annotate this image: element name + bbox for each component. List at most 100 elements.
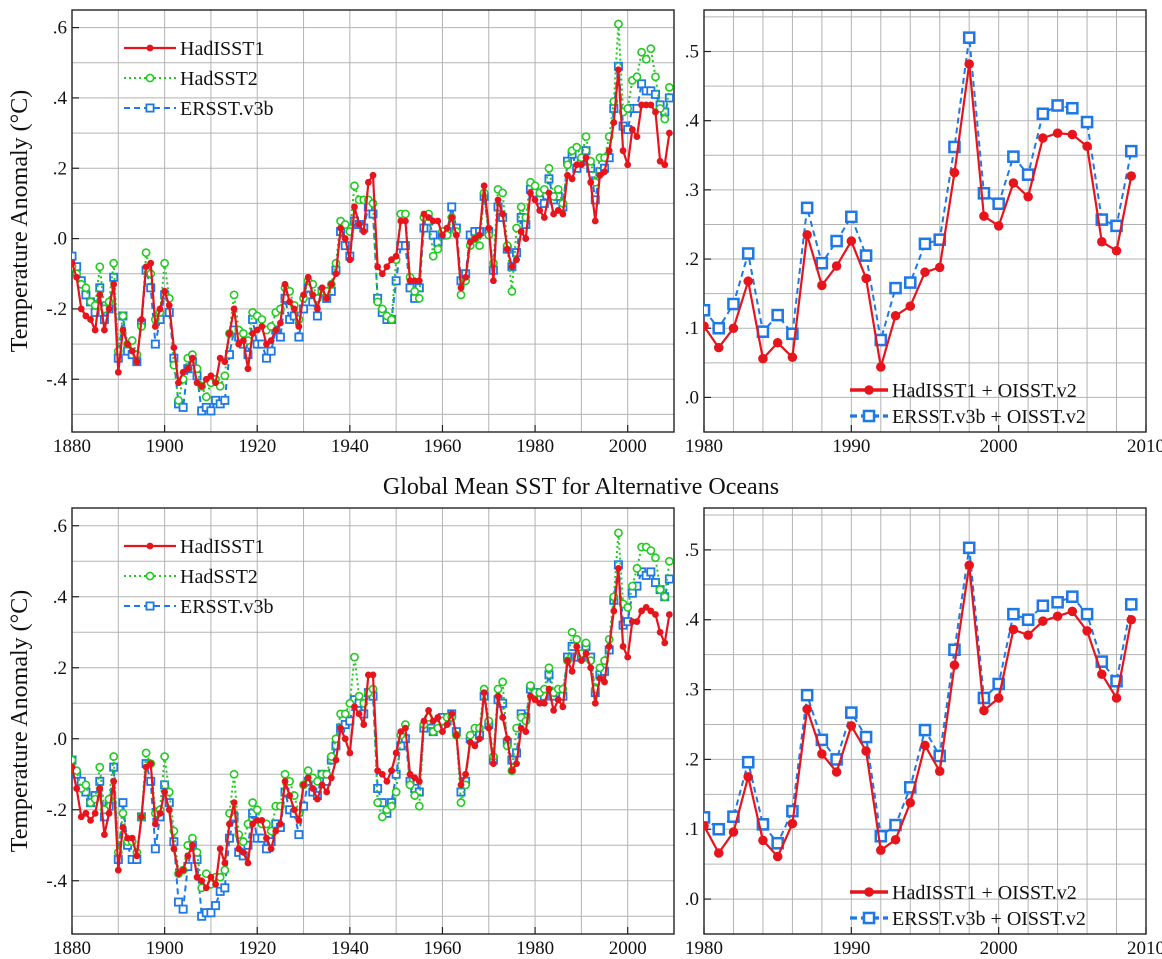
data-point: [198, 382, 206, 390]
data-point: [272, 326, 280, 334]
data-point: [559, 210, 567, 218]
data-point: [831, 261, 842, 271]
data-point: [1008, 624, 1019, 635]
data-point: [493, 684, 503, 694]
data-point: [354, 691, 364, 701]
data-point: [300, 781, 307, 789]
data-point: [286, 792, 294, 799]
data-point: [248, 798, 257, 808]
data-point: [73, 785, 81, 792]
data-point: [178, 402, 188, 412]
data-point: [758, 835, 768, 846]
y-tick-label: .0: [53, 729, 67, 750]
data-point: [392, 252, 400, 260]
data-point: [642, 604, 650, 611]
data-point: [244, 859, 252, 867]
data-point: [652, 611, 659, 618]
data-point: [295, 323, 303, 330]
series-hadisst1: [72, 66, 673, 390]
data-point: [142, 263, 150, 271]
data-point: [81, 780, 91, 790]
data-point: [596, 171, 604, 179]
data-point: [235, 340, 243, 348]
data-point: [133, 852, 141, 860]
data-point: [646, 546, 656, 555]
x-tick-label: 1990: [832, 436, 870, 457]
data-point: [276, 319, 284, 327]
data-point: [647, 607, 655, 615]
data-point: [105, 809, 113, 817]
data-point: [564, 171, 571, 179]
data-point: [110, 280, 118, 288]
data-point: [388, 767, 395, 775]
y-tick-label: .0: [685, 387, 699, 408]
data-point: [859, 730, 873, 744]
data-point: [428, 230, 438, 240]
y-tick-label: .3: [685, 680, 699, 701]
data-point: [318, 781, 326, 789]
data-point: [656, 157, 664, 165]
data-point: [485, 724, 493, 732]
data-point: [846, 236, 857, 246]
data-point: [656, 628, 664, 636]
data-point: [536, 207, 544, 214]
data-point: [1038, 133, 1048, 143]
data-point: [632, 563, 642, 573]
data-point: [704, 321, 709, 331]
data-point: [934, 766, 945, 777]
data-point: [475, 241, 484, 251]
data-point: [480, 182, 488, 190]
data-point: [202, 375, 210, 383]
data-point: [1052, 128, 1063, 138]
data-point: [846, 721, 857, 731]
data-point: [786, 804, 799, 818]
data-point: [619, 643, 627, 650]
legend: HadISST1 + OISST.v2 ERSST.v3b + OISST.v2: [850, 882, 1086, 930]
data-point: [77, 305, 85, 313]
data-point: [286, 298, 294, 306]
data-point: [397, 728, 405, 736]
data-point: [845, 210, 858, 224]
legend-marker: [864, 887, 874, 897]
data-point: [174, 897, 184, 907]
data-point: [933, 749, 947, 763]
data-point: [567, 627, 577, 637]
data-point: [95, 776, 105, 786]
data-point: [605, 147, 613, 155]
legend-label: HadISST1 + OISST.v2: [892, 380, 1077, 402]
data-point: [238, 837, 248, 847]
panel-bottom-left-hadisst-hadsst-ersst: -.4 -.2 .0 .2 .4 .6 1880 1900 1920 1940 1960 1980 20…: [7, 507, 675, 959]
data-point: [249, 820, 256, 828]
data-point: [1023, 630, 1033, 640]
data-point: [889, 281, 902, 295]
data-point: [312, 311, 322, 321]
y-tick-label: .4: [53, 88, 68, 109]
data-point: [527, 692, 534, 700]
data-point: [128, 347, 136, 355]
data-point: [178, 904, 188, 914]
data-point: [434, 217, 442, 225]
data-point: [802, 230, 812, 240]
data-point: [802, 704, 812, 714]
data-point: [141, 248, 151, 258]
data-point: [95, 762, 105, 772]
legend-marker: [864, 385, 874, 395]
data-point: [563, 160, 572, 170]
data-point: [800, 201, 814, 215]
data-point: [979, 211, 989, 221]
series-hadisst1-oisst-v2: [704, 560, 1137, 862]
data-point: [434, 714, 442, 721]
middle-title: Global Mean SST for Alternative Oceans: [383, 474, 779, 500]
data-point: [323, 788, 331, 796]
plot-frame: [703, 507, 1147, 935]
data-point: [874, 829, 888, 843]
data-point: [664, 574, 674, 584]
data-point: [142, 763, 150, 771]
data-point: [800, 688, 814, 702]
data-point: [544, 163, 554, 173]
data-point: [118, 808, 128, 818]
y-tick-label: .2: [53, 658, 67, 679]
data-point: [206, 406, 216, 416]
y-tick-label: -.4: [46, 369, 67, 390]
